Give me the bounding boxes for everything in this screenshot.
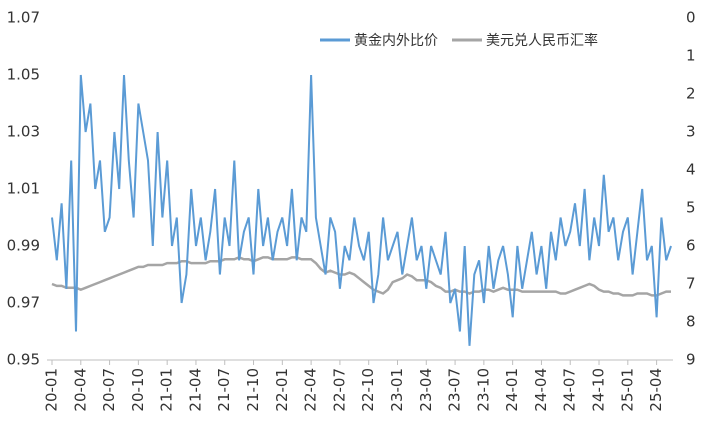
x-tick-label: 23-01 bbox=[388, 368, 406, 412]
x-tick-label: 22-01 bbox=[273, 368, 291, 412]
x-tick-label: 22-04 bbox=[302, 368, 320, 412]
x-tick-label: 23-04 bbox=[417, 368, 435, 412]
x-tick-label: 21-10 bbox=[244, 368, 262, 412]
x-tick-label: 20-10 bbox=[129, 368, 147, 412]
series-line bbox=[51, 74, 672, 346]
x-tick-label: 21-01 bbox=[158, 368, 176, 412]
series-line bbox=[51, 256, 671, 297]
y-tick-label: 0.99 bbox=[7, 237, 40, 255]
y-tick-label: 0.95 bbox=[7, 351, 40, 369]
x-tick-label: 21-07 bbox=[215, 368, 233, 412]
x-tick-label: 20-04 bbox=[71, 368, 89, 412]
y-tick-label: 0.97 bbox=[7, 294, 40, 312]
y-tick-label: 1.05 bbox=[7, 66, 40, 84]
y-tick-label: 1.07 bbox=[7, 9, 40, 27]
y2-tick-label: 8 bbox=[686, 313, 696, 331]
x-tick-label: 24-07 bbox=[561, 368, 579, 412]
y2-tick-label: 6 bbox=[686, 237, 696, 255]
x-tick-label: 22-07 bbox=[330, 368, 348, 412]
y2-tick-label: 3 bbox=[686, 123, 696, 141]
x-tick-label: 23-07 bbox=[446, 368, 464, 412]
x-tick-label: 24-04 bbox=[532, 368, 550, 412]
x-tick-label: 25-04 bbox=[647, 368, 665, 412]
x-tick-label: 22-10 bbox=[359, 368, 377, 412]
legend-label: 美元兑人民币汇率 bbox=[486, 32, 598, 49]
x-tick-label: 25-01 bbox=[618, 368, 636, 412]
y2-tick-label: 0 bbox=[686, 9, 696, 27]
x-tick-label: 24-10 bbox=[590, 368, 608, 412]
x-tick-label: 24-01 bbox=[503, 368, 521, 412]
legend-label: 黄金内外比价 bbox=[354, 32, 438, 49]
y2-tick-label: 7 bbox=[686, 275, 696, 293]
y-tick-label: 1.01 bbox=[7, 180, 40, 198]
y2-tick-label: 2 bbox=[686, 85, 696, 103]
x-tick-label: 20-07 bbox=[100, 368, 118, 412]
x-tick-label: 23-10 bbox=[474, 368, 492, 412]
y-tick-label: 1.03 bbox=[7, 123, 40, 141]
y2-tick-label: 1 bbox=[686, 47, 696, 65]
y2-tick-label: 4 bbox=[686, 161, 696, 179]
x-tick-label: 20-01 bbox=[43, 368, 61, 412]
x-tick-label: 21-04 bbox=[186, 368, 204, 412]
y2-tick-label: 5 bbox=[686, 199, 696, 217]
y2-tick-label: 9 bbox=[686, 351, 696, 369]
